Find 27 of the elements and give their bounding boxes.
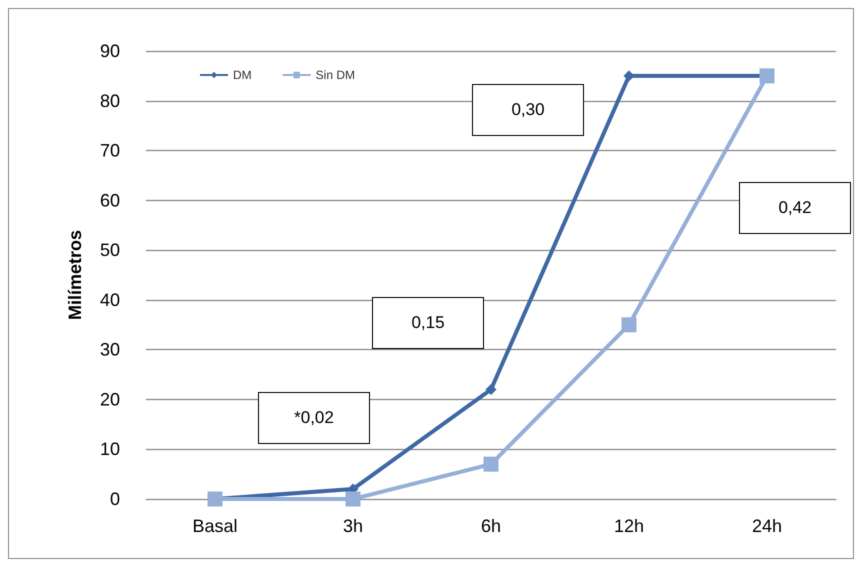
- y-tick-label: 80: [100, 90, 120, 111]
- y-tick-label: 70: [100, 140, 120, 161]
- point: [624, 70, 634, 82]
- y-tick-label: 40: [100, 290, 120, 310]
- y-tick-label: 50: [100, 240, 120, 260]
- x-tick-label: 3h: [342, 516, 364, 536]
- x-tick-label: Basal: [192, 516, 238, 536]
- point: [486, 384, 496, 395]
- y-tick-label: 30: [100, 340, 120, 360]
- point: [484, 456, 498, 472]
- y-tick-label: 0: [110, 489, 120, 509]
- point: [346, 492, 360, 506]
- note-box: 0,30: [472, 84, 584, 136]
- x-tick-label: 12h: [614, 516, 644, 536]
- note-box: 0,15: [372, 297, 484, 349]
- point: [622, 317, 636, 332]
- y-tick-label: 90: [100, 41, 120, 61]
- x-tick-label: 6h: [480, 516, 502, 536]
- y-tick-label: 20: [100, 389, 120, 410]
- x-tick-label: 24h: [752, 516, 782, 536]
- y-axis-title: Milímetros: [65, 230, 85, 320]
- note-box: *0,02: [258, 392, 370, 444]
- legend-label: DM: [233, 68, 252, 82]
- legend-label: Sin DM: [316, 68, 356, 82]
- note-box: 0,42: [739, 182, 851, 234]
- y-tick-label: 60: [100, 190, 120, 210]
- y-tick-label: 10: [100, 439, 120, 460]
